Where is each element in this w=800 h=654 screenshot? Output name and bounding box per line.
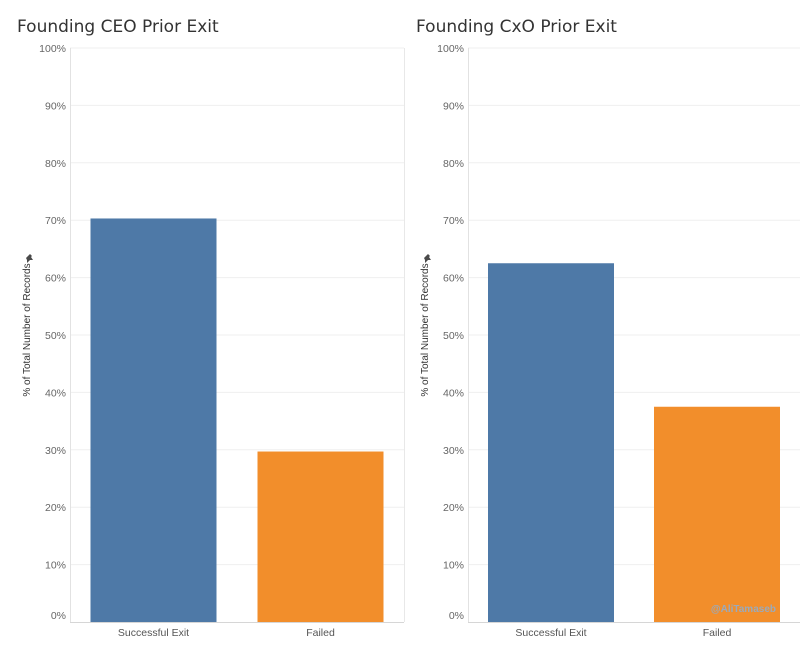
y-tick-label: 60%	[443, 273, 464, 285]
x-category-label: Failed	[703, 627, 732, 639]
y-tick-label: 100%	[39, 43, 66, 55]
y-tick-label: 30%	[45, 445, 66, 457]
pin-icon	[26, 254, 33, 263]
y-tick-label: 50%	[45, 330, 66, 342]
watermark: @AliTamaseb	[711, 604, 776, 615]
bar	[90, 218, 217, 622]
y-tick-label: 90%	[443, 100, 464, 112]
y-tick-label: 100%	[437, 43, 464, 55]
y-axis-title: % of Total Number of Records	[22, 263, 33, 396]
bar	[654, 406, 780, 622]
y-axis-title: % of Total Number of Records	[420, 263, 431, 396]
x-category-label: Failed	[306, 627, 335, 639]
y-tick-label: 70%	[45, 215, 66, 227]
chart-title-ceo: Founding CEO Prior Exit	[17, 17, 219, 37]
x-category-label: Successful Exit	[515, 627, 586, 639]
y-tick-label: 50%	[443, 330, 464, 342]
y-tick-label: 0%	[449, 610, 464, 622]
y-tick-label: 80%	[443, 158, 464, 170]
chart-title-cxo: Founding CxO Prior Exit	[416, 17, 617, 37]
y-tick-label: 70%	[443, 215, 464, 227]
y-tick-label: 80%	[45, 158, 66, 170]
y-tick-label: 90%	[45, 100, 66, 112]
y-tick-label: 10%	[45, 560, 66, 572]
y-tick-label: 40%	[45, 387, 66, 399]
bar	[488, 263, 614, 622]
y-tick-label: 30%	[443, 445, 464, 457]
y-tick-label: 20%	[443, 502, 464, 514]
bar	[257, 451, 384, 622]
y-tick-label: 0%	[51, 610, 66, 622]
y-tick-label: 10%	[443, 560, 464, 572]
pin-icon	[424, 254, 431, 263]
y-tick-label: 20%	[45, 502, 66, 514]
x-category-label: Successful Exit	[118, 627, 189, 639]
y-tick-label: 60%	[45, 273, 66, 285]
y-tick-label: 40%	[443, 387, 464, 399]
